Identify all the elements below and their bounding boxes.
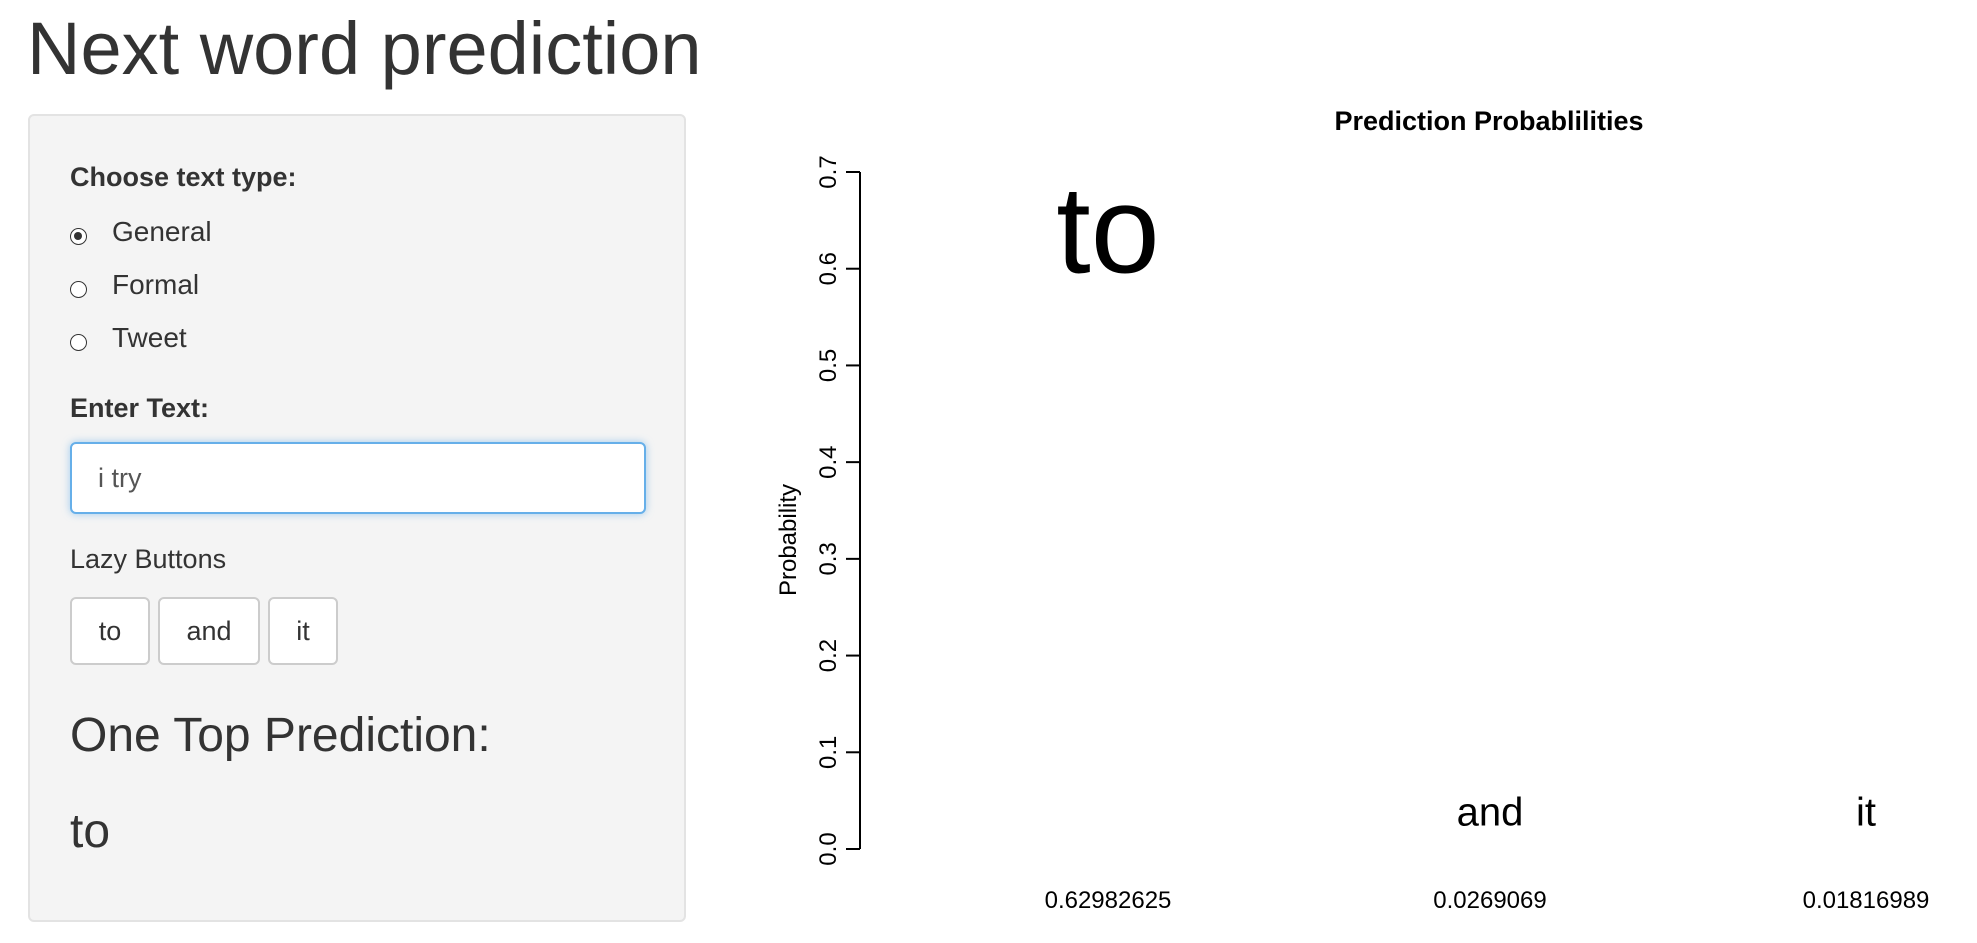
text-type-label: Choose text type:: [70, 162, 297, 192]
top-prediction-value: to: [70, 805, 111, 858]
y-tick-label: 0.6: [815, 252, 842, 285]
radio-formal-label[interactable]: Formal: [112, 269, 200, 300]
lazy-button-and[interactable]: and: [158, 597, 260, 665]
prediction-probability-plot: Prediction Probablilities 0.00.10.20.30.…: [775, 106, 1930, 914]
radio-general-circle[interactable]: [70, 227, 87, 245]
enter-text-label: Enter Text:: [70, 393, 210, 423]
y-tick-label: 0.4: [815, 445, 842, 478]
y-tick-label: 0.5: [815, 349, 842, 382]
radio-tweet[interactable]: Tweet: [70, 318, 187, 358]
radio-general[interactable]: General: [70, 212, 212, 252]
y-tick-label: 0.1: [815, 736, 842, 769]
y-tick-label: 0.7: [815, 155, 842, 188]
point-prob-label-it: 0.01816989: [1803, 887, 1930, 914]
radio-formal-circle[interactable]: [70, 280, 87, 298]
text-input[interactable]: [70, 442, 646, 514]
sidebar-panel: Choose text type: General Formal Tweet E…: [28, 114, 686, 922]
page-title: Next word prediction: [27, 7, 702, 90]
y-axis-ticks: 0.0 0.1 0.2 0.3 0.4 0.5 0.6 0.7: [815, 155, 860, 866]
lazy-buttons-label: Lazy Buttons: [70, 544, 227, 574]
top-prediction-heading: One Top Prediction:: [70, 709, 491, 762]
lazy-button-it[interactable]: it: [268, 597, 338, 665]
radio-formal[interactable]: Formal: [70, 265, 199, 305]
radio-general-label[interactable]: General: [112, 216, 212, 247]
point-prob-label-and: 0.0269069: [1433, 887, 1546, 914]
lazy-button-to[interactable]: to: [70, 597, 150, 665]
y-tick-label: 0.3: [815, 542, 842, 575]
y-axis-label: Probability: [775, 484, 802, 596]
chart-title: Prediction Probablilities: [1334, 106, 1643, 136]
y-tick-label: 0.0: [815, 832, 842, 865]
radio-tweet-circle[interactable]: [70, 333, 87, 351]
point-prob-label-to: 0.62982625: [1045, 887, 1172, 914]
y-tick-label: 0.2: [815, 639, 842, 672]
point-word-and: and: [1457, 791, 1524, 835]
point-word-to: to: [1056, 162, 1159, 300]
radio-tweet-label[interactable]: Tweet: [112, 322, 187, 353]
point-word-it: it: [1856, 791, 1876, 835]
chart-points: to 0.62982625 and 0.0269069 it 0.01816989: [1045, 162, 1930, 914]
